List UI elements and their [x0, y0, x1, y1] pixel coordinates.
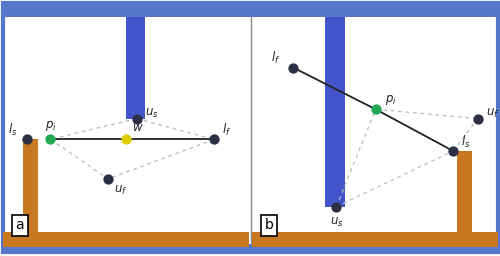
- Text: $u_f$: $u_f$: [114, 184, 128, 197]
- Text: a: a: [16, 218, 24, 232]
- Bar: [457, 151, 471, 247]
- Text: $u_s$: $u_s$: [144, 108, 158, 121]
- Point: [290, 66, 298, 70]
- Text: $l_f$: $l_f$: [222, 122, 231, 138]
- Text: $w$: $w$: [132, 121, 143, 134]
- Bar: [326, 12, 345, 207]
- Bar: [2, 232, 248, 247]
- Text: $l_s$: $l_s$: [461, 134, 470, 150]
- Point: [372, 107, 380, 111]
- Text: $l_f$: $l_f$: [272, 50, 280, 66]
- Bar: [126, 12, 144, 119]
- Bar: [2, 3, 498, 17]
- Point: [449, 149, 457, 153]
- Text: $u_s$: $u_s$: [330, 216, 343, 229]
- Text: $p_i$: $p_i$: [384, 93, 396, 107]
- Point: [23, 137, 31, 142]
- Point: [210, 137, 218, 142]
- Point: [122, 137, 130, 142]
- Text: $u_f$: $u_f$: [486, 108, 500, 121]
- Bar: [2, 244, 498, 252]
- Point: [474, 116, 482, 121]
- Point: [332, 205, 340, 209]
- Point: [46, 137, 54, 142]
- Bar: [24, 140, 38, 247]
- Bar: [252, 232, 498, 247]
- Text: $p_i$: $p_i$: [44, 119, 56, 133]
- Point: [104, 177, 112, 181]
- Text: $l_s$: $l_s$: [8, 122, 17, 138]
- Text: b: b: [264, 218, 273, 232]
- Point: [132, 116, 140, 121]
